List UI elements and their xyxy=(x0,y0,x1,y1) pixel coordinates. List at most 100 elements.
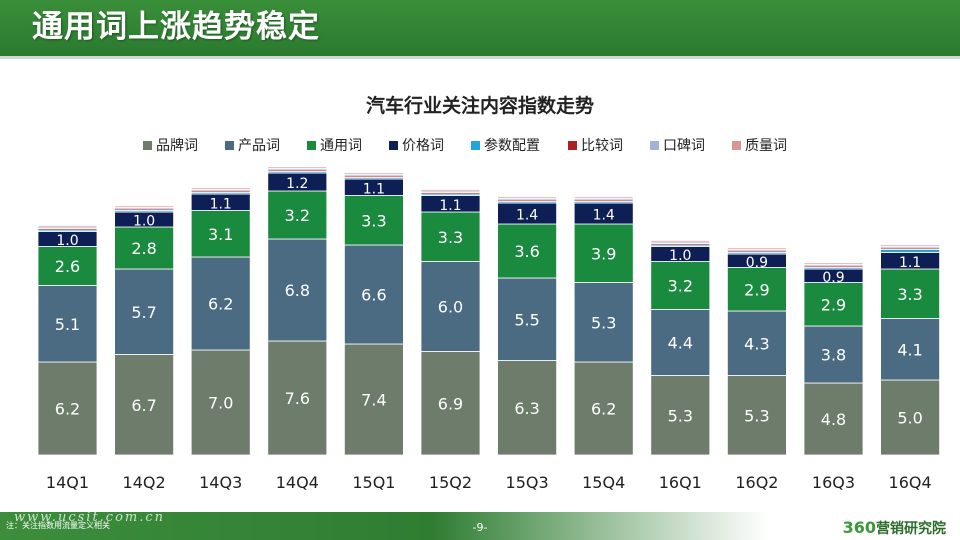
legend-label-6: 口碑词 xyxy=(663,138,705,154)
data-label-10-3: 0.9 xyxy=(822,270,844,286)
legend-swatch-3 xyxy=(389,141,398,150)
bar-segment-4-1 xyxy=(343,244,404,345)
data-label-11-3: 1.1 xyxy=(899,255,921,271)
data-label-1-0: 6.7 xyxy=(131,396,156,415)
legend-swatch-1 xyxy=(225,141,234,150)
x-tick-label-0: 14Q1 xyxy=(46,473,89,492)
bar-segment-4-7 xyxy=(343,172,404,175)
data-label-2-1: 6.2 xyxy=(208,295,233,314)
bar-segment-9-1 xyxy=(727,310,787,376)
footer-bar xyxy=(0,512,960,540)
data-label-8-1: 4.4 xyxy=(668,334,693,353)
data-label-5-3: 1.1 xyxy=(439,198,461,214)
legend-swatch-5 xyxy=(568,141,577,150)
data-label-7-2: 3.9 xyxy=(591,244,616,263)
bar-segment-7-0 xyxy=(573,361,634,456)
x-tick-label-3: 14Q4 xyxy=(276,473,319,492)
bar-segment-11-7 xyxy=(880,244,940,247)
data-label-10-0: 4.8 xyxy=(821,410,846,429)
bar-segment-2-2 xyxy=(190,210,251,258)
legend-label-4: 参数配置 xyxy=(484,137,540,154)
data-label-8-3: 1.0 xyxy=(669,248,691,264)
data-label-7-1: 5.3 xyxy=(591,313,616,332)
bar-segment-2-0 xyxy=(190,349,251,456)
data-label-0-2: 2.6 xyxy=(55,257,80,276)
bar-segment-7-7 xyxy=(573,196,634,199)
data-label-0-0: 6.2 xyxy=(55,400,80,419)
legend-swatch-6 xyxy=(650,141,659,150)
bar-segment-0-2 xyxy=(37,246,98,286)
bar-segment-1-7 xyxy=(114,205,174,208)
bar-segment-3-7 xyxy=(267,166,328,169)
x-tick-label-9: 16Q2 xyxy=(735,473,778,492)
legend-label-1: 产品词 xyxy=(238,138,280,154)
x-tick-label-4: 15Q1 xyxy=(352,473,395,492)
bar-segment-6-7 xyxy=(497,196,558,199)
legend-label-0: 品牌词 xyxy=(156,137,198,154)
logo-text: 营销研究院 xyxy=(876,521,946,537)
legend-swatch-7 xyxy=(732,141,741,150)
x-tick-label-5: 15Q2 xyxy=(429,473,472,492)
bar-segment-5-0 xyxy=(420,351,481,456)
data-label-9-0: 5.3 xyxy=(744,406,769,425)
data-label-9-2: 2.9 xyxy=(744,280,769,299)
bar-segment-3-0 xyxy=(267,340,328,456)
data-label-6-2: 3.6 xyxy=(514,242,539,261)
logo-number: 360 xyxy=(842,518,876,537)
data-label-7-3: 1.4 xyxy=(593,208,615,224)
data-label-5-0: 6.9 xyxy=(438,394,463,413)
data-label-10-2: 2.9 xyxy=(821,295,846,314)
data-label-6-0: 6.3 xyxy=(514,399,539,418)
data-label-9-1: 4.3 xyxy=(744,334,769,353)
data-label-6-1: 5.5 xyxy=(514,310,539,329)
bar-segment-11-4 xyxy=(880,249,940,253)
footer-note: 注：关注指数用流量定义相关 xyxy=(6,521,110,530)
bar-segment-4-0 xyxy=(343,343,404,456)
legend-label-7: 质量词 xyxy=(745,138,787,154)
legend-swatch-0 xyxy=(143,141,152,150)
x-tick-label-11: 16Q4 xyxy=(889,473,932,492)
data-label-10-1: 3.8 xyxy=(821,346,846,365)
data-label-0-3: 1.0 xyxy=(56,233,78,249)
bar-segment-2-7 xyxy=(190,187,251,190)
data-label-1-3: 1.0 xyxy=(133,214,155,230)
x-tick-label-10: 16Q3 xyxy=(812,473,855,492)
bar-segment-0-1 xyxy=(37,285,98,363)
data-label-8-0: 5.3 xyxy=(668,406,693,425)
bar-segment-9-2 xyxy=(727,267,787,312)
data-label-11-1: 4.1 xyxy=(897,340,922,359)
bar-segment-5-2 xyxy=(420,211,481,262)
data-label-2-0: 7.0 xyxy=(208,394,233,413)
x-tick-label-7: 15Q4 xyxy=(582,473,625,492)
page-title: 通用词上涨趋势稳定 xyxy=(32,9,320,45)
data-label-5-2: 3.3 xyxy=(438,228,463,247)
data-label-3-2: 3.2 xyxy=(285,206,310,225)
data-label-6-3: 1.4 xyxy=(516,208,538,224)
data-label-4-2: 3.3 xyxy=(361,211,386,230)
bar-segment-2-1 xyxy=(190,256,251,351)
header-divider xyxy=(0,56,960,59)
bar-segment-5-7 xyxy=(420,189,481,192)
data-label-8-2: 3.2 xyxy=(668,277,693,296)
legend-label-2: 通用词 xyxy=(320,138,362,154)
data-label-4-0: 7.4 xyxy=(361,391,386,410)
legend-swatch-4 xyxy=(471,141,480,150)
bar-segment-1-1 xyxy=(114,268,174,355)
data-label-9-3: 0.9 xyxy=(746,255,768,271)
data-label-3-3: 1.2 xyxy=(286,176,308,192)
bar-segment-11-1 xyxy=(880,318,940,381)
data-label-7-0: 6.2 xyxy=(591,400,616,419)
bar-segment-1-0 xyxy=(114,354,174,456)
data-label-11-2: 3.3 xyxy=(897,285,922,304)
bar-segment-10-0 xyxy=(803,382,864,456)
legend-swatch-2 xyxy=(307,141,316,150)
data-label-0-1: 5.1 xyxy=(55,315,80,334)
bar-segment-9-7 xyxy=(727,247,787,250)
bar-segment-3-1 xyxy=(267,238,328,342)
bar-segment-8-1 xyxy=(650,309,711,376)
data-label-2-3: 1.1 xyxy=(210,196,232,212)
chart-title: 汽车行业关注内容指数走势 xyxy=(366,94,594,117)
bar-segment-6-1 xyxy=(497,277,558,361)
data-label-3-0: 7.6 xyxy=(285,389,310,408)
